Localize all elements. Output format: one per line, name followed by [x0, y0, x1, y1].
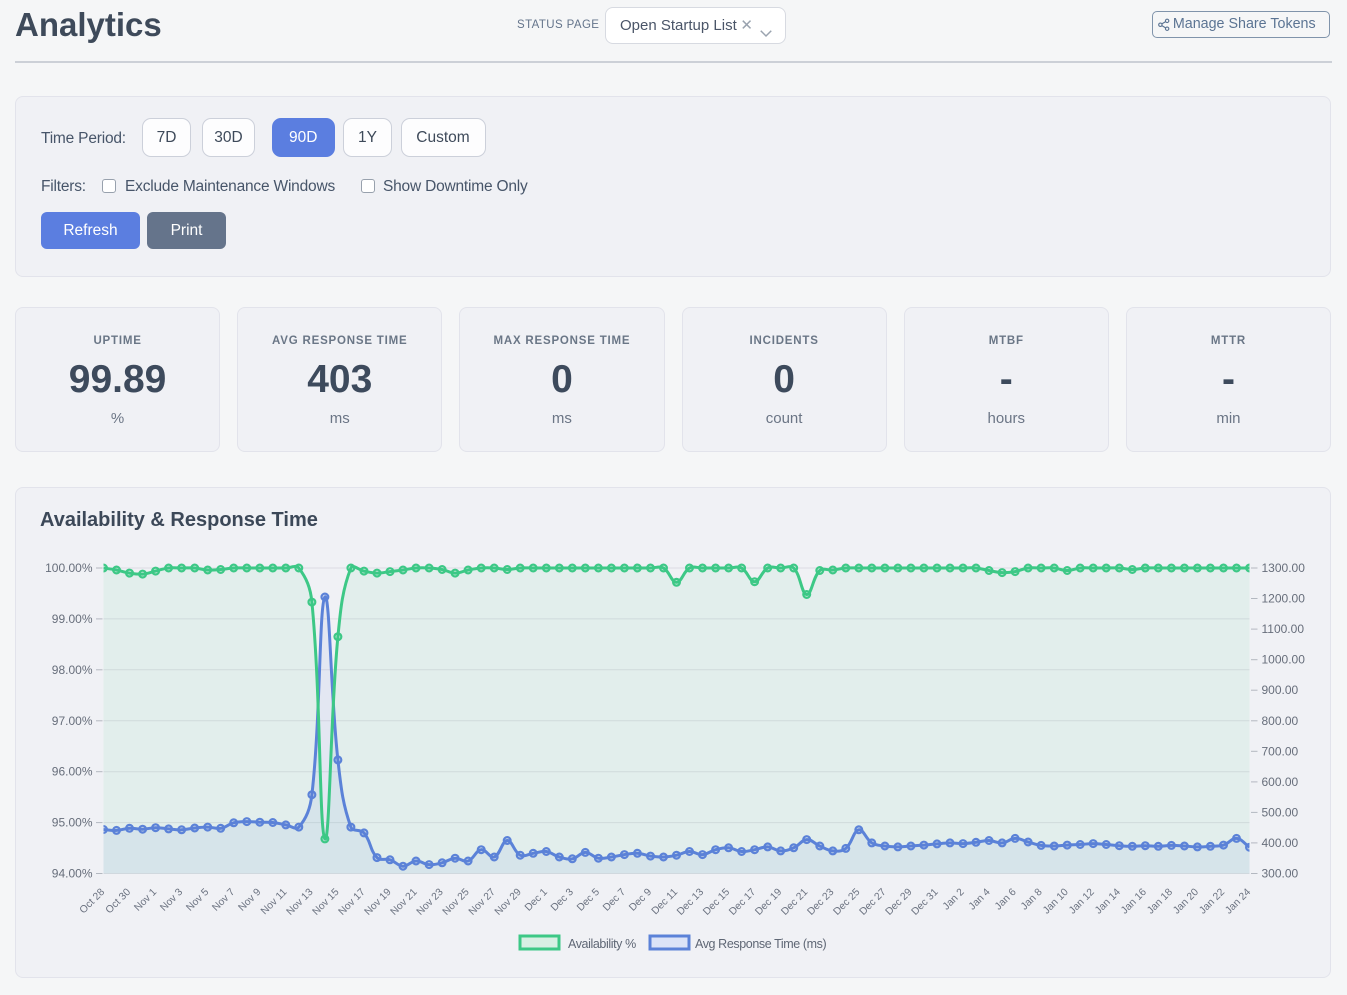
svg-text:400.00: 400.00	[1262, 836, 1299, 850]
svg-text:97.00%: 97.00%	[52, 714, 93, 728]
svg-text:Jan 2: Jan 2	[941, 887, 967, 913]
svg-text:Nov 15: Nov 15	[311, 887, 342, 918]
svg-text:Dec 7: Dec 7	[601, 887, 628, 914]
svg-text:Dec 17: Dec 17	[727, 887, 758, 918]
svg-text:800.00: 800.00	[1262, 714, 1299, 728]
svg-text:Nov 17: Nov 17	[337, 887, 368, 918]
svg-text:Oct 28: Oct 28	[78, 887, 107, 916]
svg-text:900.00: 900.00	[1262, 683, 1299, 697]
svg-text:Nov 23: Nov 23	[415, 887, 446, 918]
svg-text:Dec 31: Dec 31	[910, 887, 941, 918]
svg-text:Dec 5: Dec 5	[575, 887, 602, 914]
svg-text:Jan 4: Jan 4	[967, 887, 993, 913]
svg-text:Dec 27: Dec 27	[858, 887, 889, 918]
svg-text:Jan 20: Jan 20	[1171, 887, 1201, 917]
svg-text:Nov 27: Nov 27	[467, 887, 498, 918]
svg-text:Jan 6: Jan 6	[993, 887, 1019, 913]
svg-text:Nov 25: Nov 25	[441, 887, 472, 918]
svg-text:Availability %: Availability %	[568, 937, 636, 951]
svg-text:Jan 12: Jan 12	[1067, 887, 1097, 917]
svg-text:Jan 14: Jan 14	[1093, 887, 1123, 917]
svg-text:95.00%: 95.00%	[52, 816, 93, 830]
svg-text:Dec 3: Dec 3	[549, 887, 576, 914]
svg-text:Oct 30: Oct 30	[104, 887, 133, 916]
svg-text:Dec 25: Dec 25	[832, 887, 863, 918]
svg-text:Dec 29: Dec 29	[884, 887, 915, 918]
svg-text:Nov 3: Nov 3	[158, 887, 185, 914]
svg-text:700.00: 700.00	[1262, 744, 1299, 758]
svg-text:Dec 11: Dec 11	[650, 887, 681, 918]
svg-text:Nov 1: Nov 1	[132, 887, 159, 914]
svg-text:1200.00: 1200.00	[1262, 592, 1306, 606]
svg-text:98.00%: 98.00%	[52, 663, 93, 677]
svg-text:Dec 1: Dec 1	[523, 887, 550, 914]
svg-text:Jan 22: Jan 22	[1197, 887, 1227, 917]
svg-text:94.00%: 94.00%	[52, 867, 93, 881]
svg-text:Dec 21: Dec 21	[779, 887, 810, 918]
svg-text:Dec 23: Dec 23	[806, 887, 837, 918]
svg-text:Nov 13: Nov 13	[285, 887, 316, 918]
svg-text:Nov 7: Nov 7	[211, 887, 238, 914]
svg-text:96.00%: 96.00%	[52, 765, 93, 779]
svg-text:Jan 24: Jan 24	[1223, 887, 1253, 917]
svg-text:1100.00: 1100.00	[1262, 622, 1305, 636]
svg-text:500.00: 500.00	[1262, 805, 1299, 819]
svg-text:1000.00: 1000.00	[1262, 653, 1306, 667]
svg-text:Jan 10: Jan 10	[1041, 887, 1071, 917]
svg-text:Dec 19: Dec 19	[753, 887, 784, 918]
svg-text:Nov 29: Nov 29	[493, 887, 524, 918]
svg-text:600.00: 600.00	[1262, 775, 1299, 789]
svg-text:Nov 11: Nov 11	[259, 887, 290, 918]
svg-text:300.00: 300.00	[1262, 867, 1299, 881]
svg-text:Nov 19: Nov 19	[363, 887, 394, 918]
svg-text:Nov 21: Nov 21	[389, 887, 420, 918]
svg-text:Nov 5: Nov 5	[185, 887, 212, 914]
svg-text:Dec 15: Dec 15	[701, 887, 732, 918]
svg-text:1300.00: 1300.00	[1262, 561, 1306, 575]
svg-text:Avg Response Time (ms): Avg Response Time (ms)	[695, 937, 827, 951]
svg-text:99.00%: 99.00%	[52, 612, 93, 626]
svg-text:100.00%: 100.00%	[45, 561, 93, 575]
svg-text:Jan 18: Jan 18	[1145, 887, 1175, 917]
svg-text:Jan 16: Jan 16	[1119, 887, 1149, 917]
svg-text:Dec 13: Dec 13	[675, 887, 706, 918]
